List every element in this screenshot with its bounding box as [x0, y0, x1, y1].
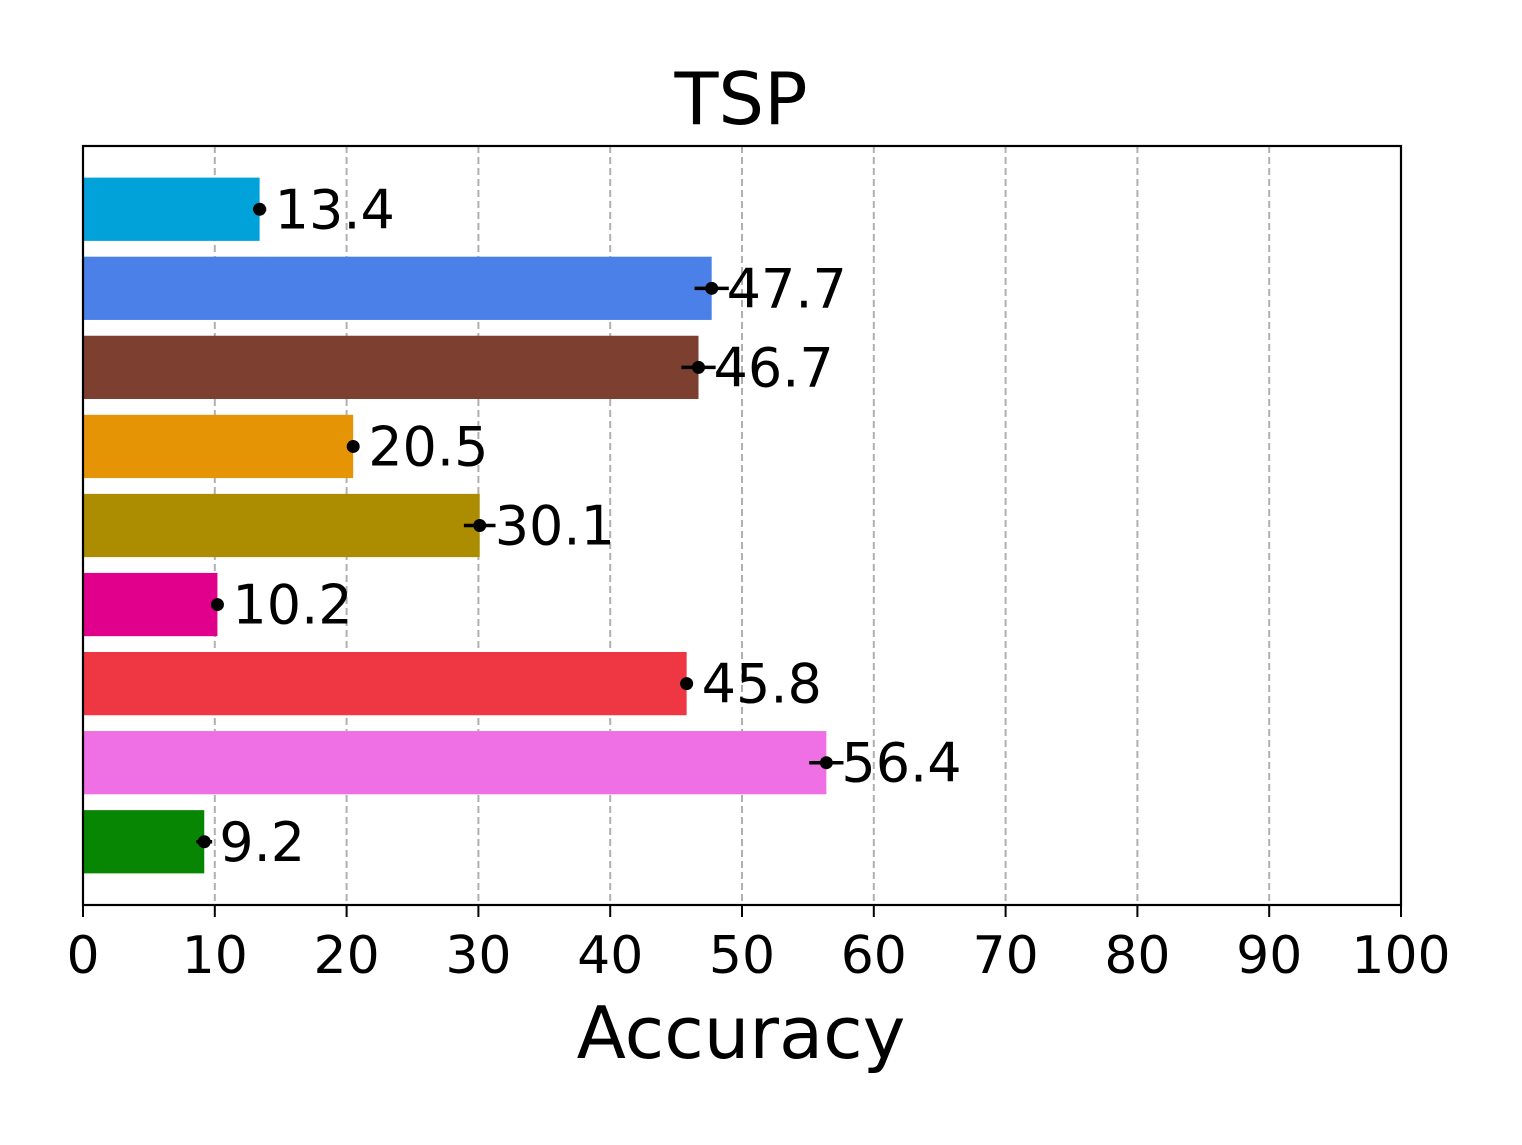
bar [83, 652, 687, 716]
value-marker [819, 756, 833, 770]
x-tick-label: 100 [1351, 926, 1450, 986]
value-marker [210, 598, 224, 612]
bar-value-label: 10.2 [232, 574, 352, 637]
x-tick-label: 80 [1104, 926, 1170, 986]
bar-value-label: 46.7 [714, 336, 834, 399]
value-marker [692, 360, 706, 374]
bar-value-label: 20.5 [368, 415, 488, 478]
bar [83, 493, 480, 558]
value-marker [680, 677, 694, 691]
value-marker [346, 439, 360, 453]
bar [83, 414, 354, 479]
x-tick-label: 50 [709, 926, 775, 986]
x-tick-label: 40 [577, 926, 643, 986]
x-axis-ticks: 0 10 20 30 40 50 60 70 80 90 100 [66, 905, 1451, 986]
bar-value-label: 47.7 [727, 257, 847, 320]
value-marker [473, 519, 487, 532]
x-tick-label: 70 [973, 926, 1039, 986]
bar-value-label: 13.4 [275, 178, 395, 241]
x-tick-label: 10 [182, 926, 248, 986]
bar [83, 810, 205, 874]
bar [83, 731, 827, 795]
bar [83, 177, 260, 241]
value-marker [253, 202, 267, 216]
x-tick-label: 90 [1236, 926, 1302, 986]
bar [83, 335, 699, 399]
bar-value-label: 45.8 [702, 653, 822, 716]
x-axis-label: Accuracy [577, 991, 906, 1075]
x-tick-label: 30 [445, 926, 511, 986]
value-marker [705, 281, 719, 295]
bar-value-label: 9.2 [219, 811, 305, 874]
bar [83, 572, 218, 637]
value-marker [197, 835, 211, 849]
bar-value-label: 56.4 [841, 732, 961, 795]
x-tick-label: 0 [66, 926, 99, 986]
x-tick-label: 20 [314, 926, 380, 986]
bar [83, 256, 712, 320]
chart-title: TSP [673, 57, 807, 141]
bar-value-label: 30.1 [495, 495, 615, 558]
x-tick-label: 60 [841, 926, 907, 986]
bars: 13.4 47.7 46.7 20.530.1 10.2 45.8 56.4 9.2 [83, 177, 962, 874]
